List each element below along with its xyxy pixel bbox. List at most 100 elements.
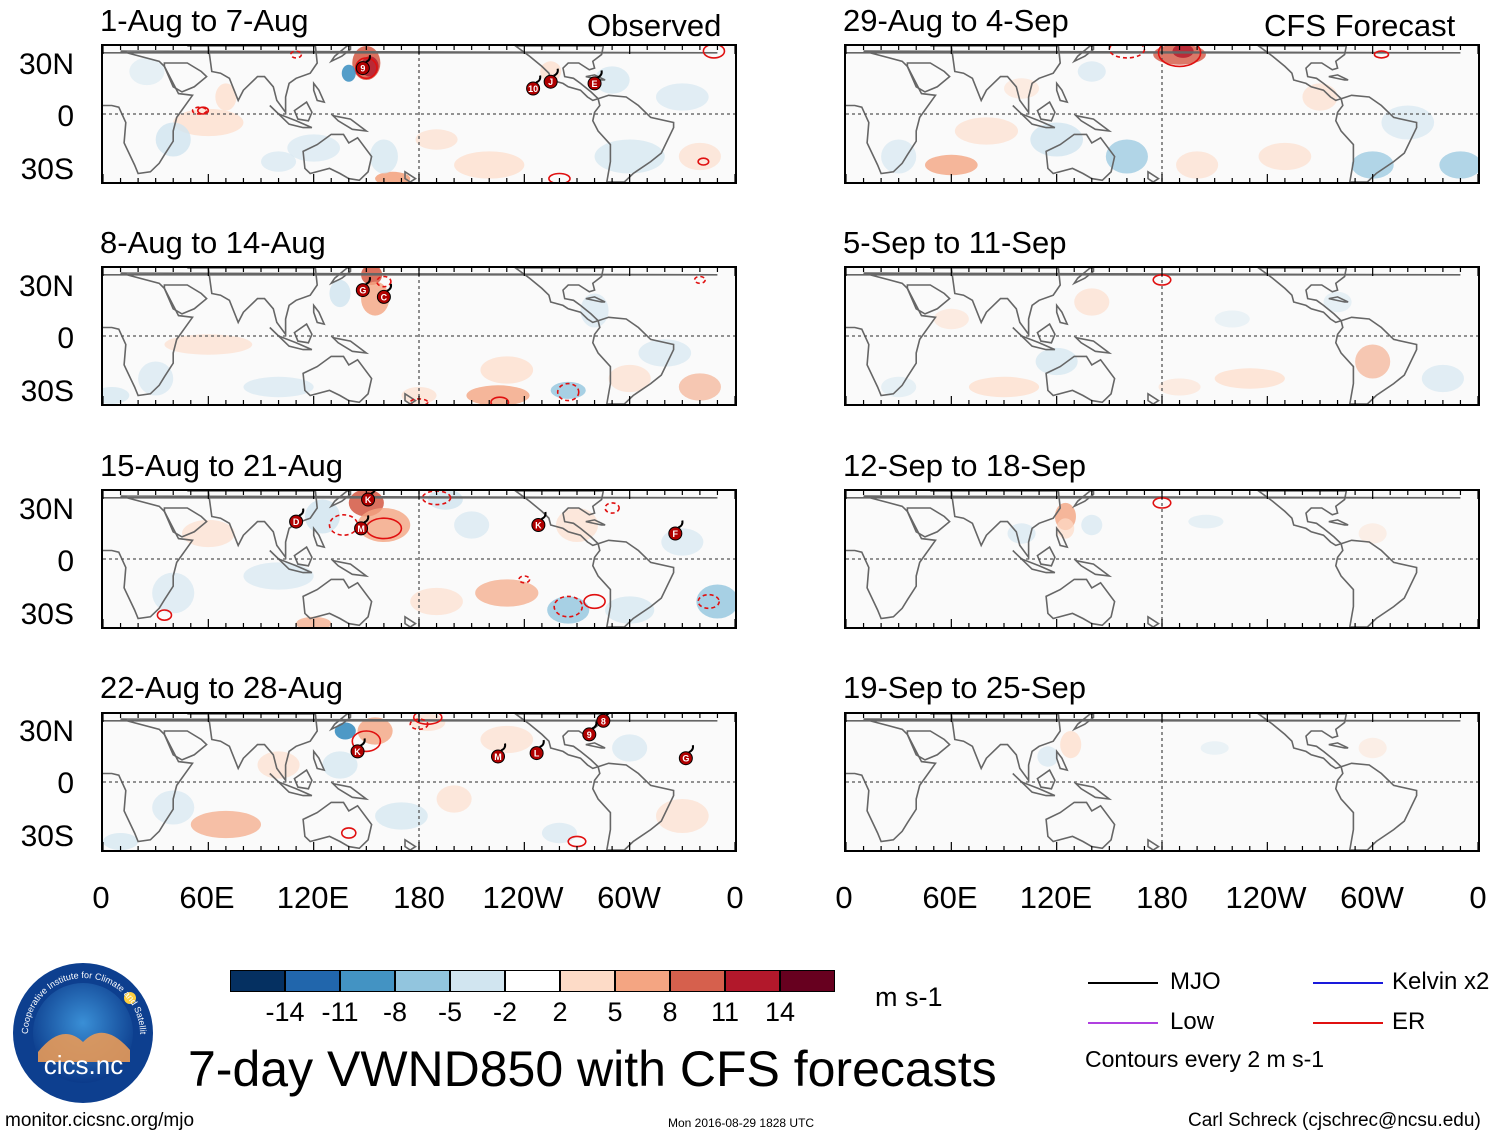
map-canvas — [846, 268, 1478, 404]
coastline — [302, 355, 373, 404]
lon-label: 0 — [835, 880, 853, 915]
coastline — [930, 268, 1062, 337]
cics-logo: Cooperative Institute for Climate and Sa… — [9, 954, 155, 1105]
er-contour — [518, 575, 531, 584]
observed-label: Observed — [587, 8, 722, 43]
storm-marker-label: 9 — [360, 64, 365, 74]
map-canvas — [846, 46, 1478, 182]
coastline — [312, 303, 326, 326]
coastline — [404, 615, 417, 627]
coastlines — [103, 491, 718, 627]
anomaly-blob — [1060, 731, 1082, 759]
anomaly-blob — [1200, 741, 1229, 755]
anomaly-blob — [541, 822, 577, 844]
anomaly-blob — [656, 83, 709, 111]
storm-marker: J — [543, 68, 559, 89]
colorbar-tick-label: 11 — [710, 997, 740, 1027]
wind-anomaly-shading — [1007, 502, 1387, 544]
coastline — [906, 730, 951, 761]
er-contour — [583, 593, 606, 610]
panel-title-8: 19-Sep to 25-Sep — [843, 670, 1087, 705]
anomaly-blob — [164, 334, 253, 355]
anomaly-blob — [436, 785, 472, 813]
er-contour — [290, 50, 303, 59]
colorbar-units: m s-1 — [875, 982, 943, 1012]
anomaly-blob — [357, 717, 393, 745]
storm-marker: D — [289, 508, 305, 529]
coastline — [846, 50, 1461, 175]
map-panel-forecast-1 — [844, 44, 1480, 184]
coastline — [312, 749, 326, 772]
coastline — [1328, 296, 1349, 303]
coastline — [846, 718, 1461, 843]
lat-label: 30N — [18, 270, 74, 303]
coastline — [1045, 801, 1116, 850]
storm-marker-label: K — [365, 495, 372, 505]
coastline — [1012, 326, 1056, 351]
wind-anomaly-shading — [1037, 731, 1387, 767]
coastline — [1071, 714, 1095, 732]
coastline — [1071, 268, 1095, 286]
panel-title-6: 5-Sep to 11-Sep — [843, 225, 1067, 260]
anomaly-blob — [594, 66, 630, 94]
colorbar-tick-label: 2 — [552, 997, 568, 1027]
anomaly-blob — [1077, 61, 1106, 82]
coastline — [930, 714, 1062, 783]
cfs-forecast-label: CFS Forecast — [1264, 8, 1456, 43]
coastline — [591, 762, 675, 850]
coastline — [930, 491, 1062, 560]
coastline — [591, 316, 675, 404]
map-canvas: 9 10 J E — [103, 46, 735, 182]
storm-marker: E — [587, 70, 603, 91]
anomaly-blob — [1037, 746, 1059, 767]
coastline — [163, 62, 208, 93]
coastline — [187, 46, 319, 115]
coastline — [103, 718, 718, 843]
coastline — [103, 495, 718, 620]
anomaly-blob — [638, 339, 692, 367]
er-contour — [490, 396, 510, 404]
map-panel-observed-3: K D M K F — [101, 489, 737, 629]
coastlines — [846, 491, 1461, 627]
lat-label: 0 — [57, 322, 74, 355]
coastline — [1147, 392, 1160, 404]
er-contour — [156, 609, 173, 621]
map-panel-forecast-3 — [844, 489, 1480, 629]
er-contour — [556, 382, 580, 402]
coastline — [585, 742, 606, 749]
anomaly-blob — [1007, 523, 1036, 544]
coastline — [328, 714, 352, 732]
lat-label: 30N — [18, 48, 74, 81]
anomaly-blob — [261, 151, 297, 172]
coastline — [846, 495, 1461, 620]
storm-marker: K — [350, 738, 366, 759]
anomaly-blob — [475, 579, 539, 607]
lat-label: 30S — [20, 598, 74, 631]
anomaly-blob — [1358, 737, 1387, 759]
anomaly-blob — [881, 139, 917, 174]
colorbar-swatch — [395, 970, 450, 992]
coastline — [187, 714, 319, 783]
coastline — [330, 782, 370, 801]
anomaly-blob — [190, 810, 261, 839]
anomaly-blob — [215, 83, 237, 111]
er-contour — [355, 57, 378, 80]
storm-marker: L — [529, 739, 545, 761]
lat-label: 0 — [57, 100, 74, 133]
anomaly-blob — [357, 508, 411, 542]
map-panel-observed-1: 9 10 J E — [101, 44, 737, 184]
anomaly-blob — [1105, 139, 1148, 174]
storm-marker: K — [531, 511, 547, 532]
colorbar-tick-label: 5 — [607, 997, 623, 1027]
coastline — [328, 268, 352, 286]
colorbar-swatch — [780, 970, 835, 992]
wind-anomaly-shading — [103, 714, 709, 850]
colorbar-swatch — [615, 970, 670, 992]
anomaly-blob — [243, 376, 314, 398]
anomaly-blob — [257, 751, 300, 779]
coastline — [1055, 526, 1069, 549]
coastline — [1147, 838, 1160, 850]
coastline — [585, 519, 606, 526]
anomaly-blob — [427, 491, 463, 510]
anomaly-blob — [1030, 122, 1083, 157]
